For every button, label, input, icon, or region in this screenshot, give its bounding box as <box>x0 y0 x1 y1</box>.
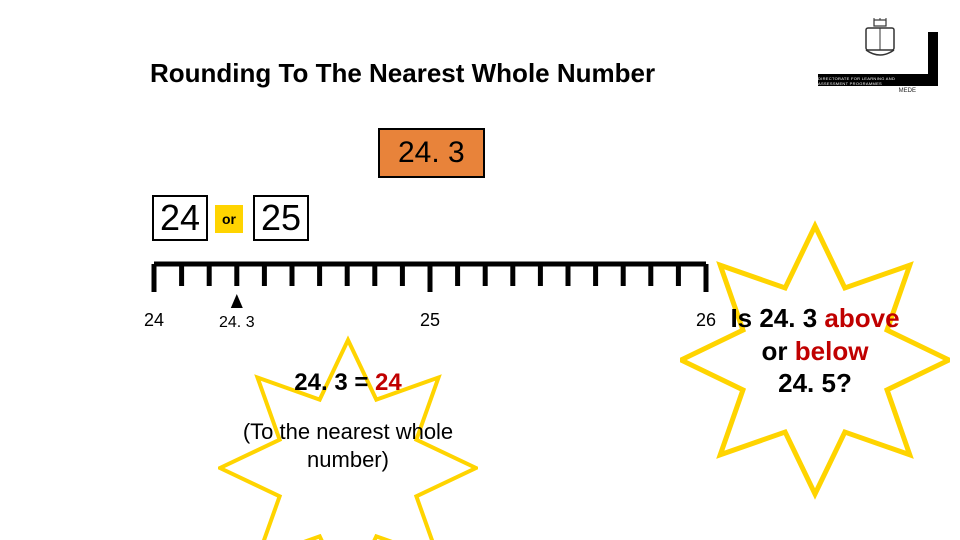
number-line: 24252624. 3 <box>150 256 710 326</box>
page-title: Rounding To The Nearest Whole Number <box>150 58 655 89</box>
crest-icon <box>860 18 900 62</box>
option-left: 24 <box>152 195 208 241</box>
logo-line1: DIRECTORATE FOR LEARNING AND ASSESSMENT … <box>818 76 920 86</box>
answer-line1: 24. 3 = 24 <box>218 368 478 398</box>
option-right: 25 <box>253 195 309 241</box>
or-chip: or <box>215 205 243 233</box>
question-text: Is 24. 3 above or below 24. 5? <box>680 302 950 400</box>
numberline-label: 24 <box>144 310 164 331</box>
org-logo: DIRECTORATE FOR LEARNING AND ASSESSMENT … <box>818 18 938 96</box>
question-starburst: Is 24. 3 above or below 24. 5? <box>680 210 950 510</box>
logo-sub: MEDE <box>899 88 916 94</box>
answer-starburst: 24. 3 = 24 (To the nearest whole number) <box>218 328 478 540</box>
answer-line2: (To the nearest whole number) <box>218 418 478 473</box>
value-box: 24. 3 <box>378 128 485 178</box>
